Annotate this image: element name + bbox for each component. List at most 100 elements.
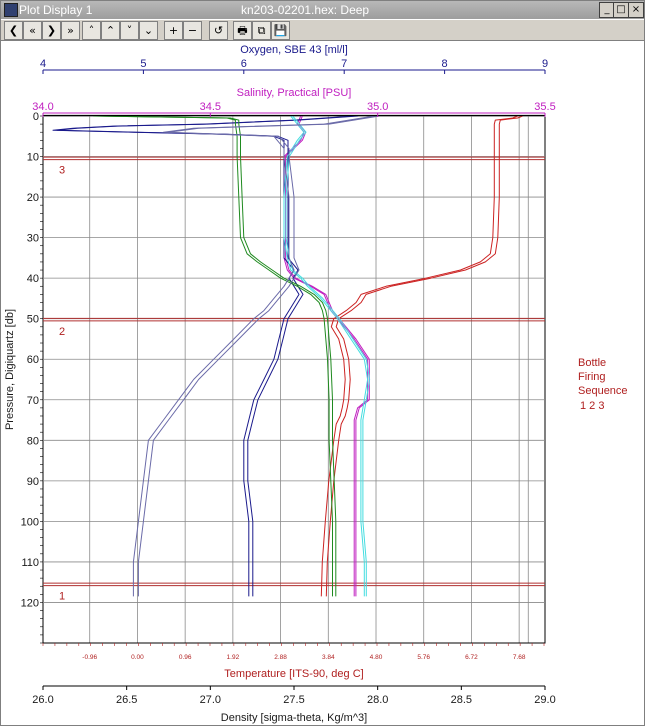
temperature-tick-label: 7.68 [513, 654, 526, 661]
undo-icon: ↺ [213, 24, 224, 37]
density-tick-label: 28.0 [367, 694, 388, 706]
up-button[interactable]: ˄ [82, 21, 101, 40]
density-tick-label: 27.5 [283, 694, 304, 706]
density-trace [96, 115, 337, 597]
save-icon: 💾 [273, 24, 288, 37]
temperature-axis-title: Temperature [ITS-90, deg C] [224, 668, 363, 680]
pressure-tick-label: 50 [27, 314, 39, 326]
pressure-tick-label: 40 [27, 273, 39, 285]
legend: Bottle Firing Sequence 1 2 3 [578, 357, 628, 412]
bottle-number-label: 3 [59, 165, 65, 177]
up-icon: ˄ [88, 24, 95, 37]
temperature-trace [320, 115, 518, 597]
legend-title-line: Firing [578, 371, 606, 383]
down-icon: ˅ [126, 24, 133, 37]
salinity-axis-title: Salinity, Practical [PSU] [237, 87, 352, 99]
temperature-tick-label: 6.72 [465, 654, 478, 661]
copy-icon: ⧉ [257, 24, 266, 37]
fast-up-icon: ⌃ [105, 24, 116, 37]
pressure-tick-label: 60 [27, 354, 39, 366]
pressure-tick-label: 20 [27, 192, 39, 204]
zoom-in-button[interactable]: + [164, 21, 183, 40]
temperature-trace [325, 115, 523, 597]
legend-title-line: Bottle [578, 357, 606, 369]
bottle-number-label: 2 [59, 326, 65, 338]
temperature-tick-label: 4.80 [370, 654, 383, 661]
pressure-tick-label: 70 [27, 395, 39, 407]
density-tick-label: 27.0 [200, 694, 221, 706]
salinity-trace [285, 115, 371, 597]
oxygen-tick-label: 6 [241, 58, 247, 70]
first-button[interactable]: ❮ [4, 21, 23, 40]
salinity-tick-label: 34.5 [200, 101, 221, 113]
zoom-out-button[interactable]: − [183, 21, 202, 40]
fast-back-icon: « [29, 24, 36, 37]
oxygen-axis-title: Oxygen, SBE 43 [ml/l] [240, 44, 348, 56]
density-tick-label: 26.0 [32, 694, 53, 706]
fast-down-button[interactable]: ⌄ [139, 21, 158, 40]
toolbar: ❮ « ❯ » ˄ ⌃ ˅ ⌄ + − ↺ 🖶 ⧉ 💾 [1, 20, 644, 41]
temperature-tick-label: 0.00 [131, 654, 144, 661]
close-button[interactable]: × [628, 2, 644, 18]
pressure-tick-label: 0 [33, 111, 39, 123]
salinity-tick-label: 34.0 [32, 101, 53, 113]
zoom-in-icon: + [168, 24, 179, 37]
undo-button[interactable]: ↺ [209, 21, 228, 40]
density-trace [93, 115, 333, 597]
pressure-tick-label: 120 [21, 597, 39, 609]
density-tick-label: 26.5 [116, 694, 137, 706]
oxygen-tick-label: 9 [542, 58, 548, 70]
bottle-markers: 3 2 1 [43, 156, 545, 603]
fast-forward-button[interactable]: » [61, 21, 80, 40]
oxygen-tick-label: 4 [40, 58, 46, 70]
temperature-tick-label: 5.76 [417, 654, 430, 661]
pressure-tick-label: 110 [21, 557, 39, 569]
salinity-trace [285, 115, 370, 597]
fast-up-button[interactable]: ⌃ [101, 21, 120, 40]
salinity-trace [283, 115, 369, 597]
temperature-tick-label: 1.92 [227, 654, 240, 661]
pressure-axis-title: Pressure, Digiquartz [db] [4, 309, 16, 430]
window-title: Plot Display 1 [19, 3, 93, 17]
oxygen-tick-label: 8 [442, 58, 448, 70]
oxygen-trace [137, 115, 380, 597]
copy-button[interactable]: ⧉ [252, 21, 271, 40]
temperature-tick-label: -0.96 [82, 654, 97, 661]
forward-icon: ❯ [46, 24, 57, 37]
pressure-tick-label: 30 [27, 233, 39, 245]
pressure-tick-label: 90 [27, 476, 39, 488]
salinity-tick-label: 35.5 [534, 101, 555, 113]
zoom-out-icon: − [187, 24, 198, 37]
pressure-tick-label: 100 [21, 516, 39, 528]
salinity-tick-label: 35.0 [367, 101, 388, 113]
print-button[interactable]: 🖶 [233, 21, 252, 40]
fast-down-icon: ⌄ [143, 24, 154, 37]
oxygen-trace [132, 115, 375, 597]
pressure-tick-label: 80 [27, 435, 39, 447]
down-button[interactable]: ˅ [120, 21, 139, 40]
first-icon: ❮ [8, 24, 19, 37]
density-axis-title: Density [sigma-theta, Kg/m^3] [221, 712, 367, 724]
maximize-button[interactable]: □ [613, 2, 629, 18]
pressure-tick-label: 10 [27, 152, 39, 164]
temperature-tick-label: 3.84 [322, 654, 335, 661]
data-series [52, 115, 523, 597]
forward-button[interactable]: ❯ [42, 21, 61, 40]
fast-back-button[interactable]: « [23, 21, 42, 40]
temperature-tick-label: 2.88 [274, 654, 287, 661]
print-icon: 🖶 [237, 24, 248, 37]
app-icon [4, 3, 18, 17]
legend-title-line: Sequence [578, 385, 628, 397]
document-title: kn203-02201.hex: Deep [241, 3, 370, 17]
title-bar: Plot Display 1 kn203-02201.hex: Deep _ □… [1, 1, 644, 19]
density-tick-label: 28.5 [451, 694, 472, 706]
axes: 0 10 20 30 40 50 60 70 80 90 100 110 120 4 5 6 7 8 9 Oxygen… [4, 44, 556, 724]
oxygen-tick-label: 7 [341, 58, 347, 70]
oxygen-tick-label: 5 [140, 58, 146, 70]
bottle-number-label: 1 [59, 591, 65, 603]
save-button[interactable]: 💾 [271, 21, 290, 40]
density-tick-label: 29.0 [534, 694, 555, 706]
legend-numbers: 1 2 3 [580, 400, 604, 412]
plot-area: 3 2 1 0 10 20 30 40 50 60 70 80 90 100 110 120 4 5 6 7 8 9 Ox… [4, 44, 628, 724]
